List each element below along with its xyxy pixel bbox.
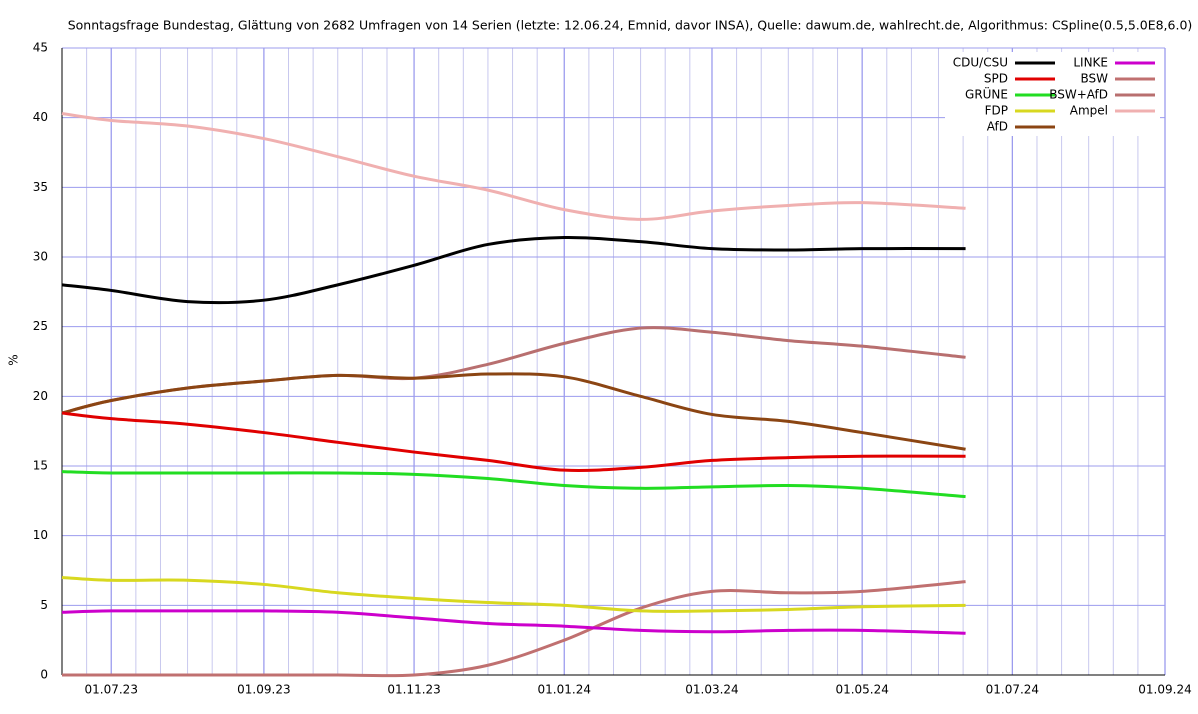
y-tick-label: 5: [40, 598, 48, 612]
series-line: [61, 470, 966, 499]
legend-label: Ampel: [1070, 104, 1108, 118]
legend-label: GRÜNE: [965, 86, 1008, 102]
x-tick-label: 01.07.24: [986, 683, 1039, 697]
series-line: [61, 326, 966, 415]
series-line: [61, 580, 966, 678]
legend-label: FDP: [985, 104, 1008, 118]
x-tick-label: 01.09.24: [1138, 683, 1191, 697]
y-tick-label: 45: [33, 41, 48, 55]
x-tick-label: 01.01.24: [538, 683, 591, 697]
y-axis-label: %: [7, 354, 21, 365]
legend-label: SPD: [984, 72, 1008, 86]
x-tick-label: 01.03.24: [685, 683, 738, 697]
y-tick-label: 35: [33, 180, 48, 194]
series-line: [61, 235, 966, 305]
y-tick-label: 10: [33, 528, 48, 542]
legend-label: AfD: [987, 120, 1008, 134]
legend-label: BSW+AfD: [1049, 88, 1108, 102]
y-tick-label: 25: [33, 319, 48, 333]
legend-label: CDU/CSU: [953, 56, 1008, 70]
series-line: [61, 112, 966, 221]
y-tick-label: 15: [33, 459, 48, 473]
series-line: [61, 411, 966, 472]
series-line: [61, 609, 966, 635]
y-tick-label: 0: [40, 668, 48, 682]
legend-label: LINKE: [1073, 56, 1108, 70]
y-tick-label: 20: [33, 389, 48, 403]
x-tick-label: 01.07.23: [85, 683, 138, 697]
x-tick-label: 01.09.23: [237, 683, 290, 697]
series-line: [61, 372, 966, 451]
x-tick-label: 01.11.23: [387, 683, 440, 697]
y-tick-label: 40: [33, 110, 48, 124]
legend-label: BSW: [1080, 72, 1108, 86]
y-tick-label: 30: [33, 250, 48, 264]
chart-title: Sonntagsfrage Bundestag, Glättung von 26…: [68, 18, 1193, 33]
x-tick-label: 01.05.24: [835, 683, 888, 697]
series-line: [61, 575, 966, 613]
